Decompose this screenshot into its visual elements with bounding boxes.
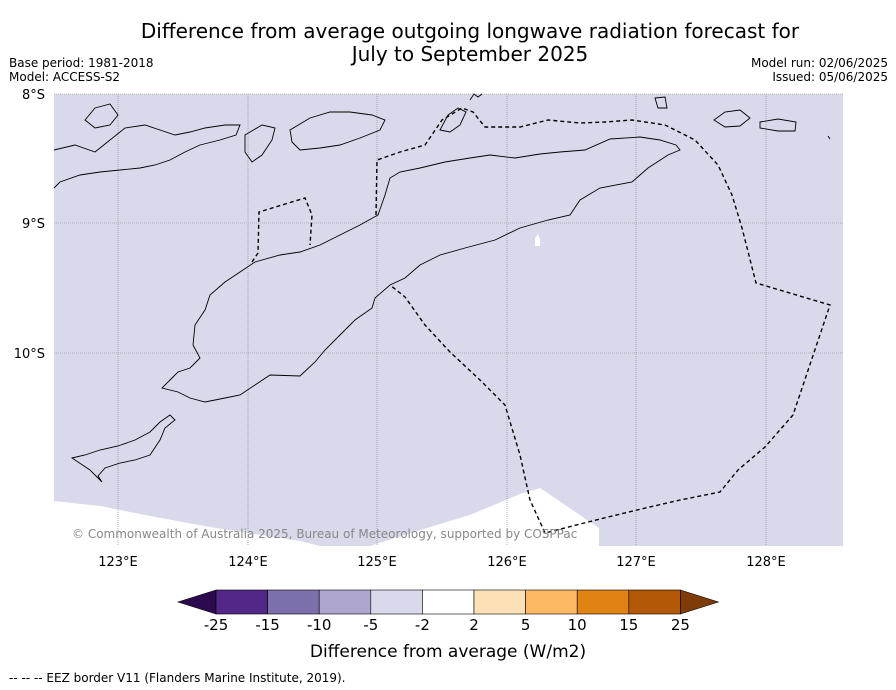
colorbar-segment <box>422 589 475 615</box>
colorbar-label: Difference from average (W/m2) <box>310 642 586 662</box>
coastlines <box>53 93 831 483</box>
white-blob <box>535 234 540 246</box>
colorbar-segment <box>473 589 526 615</box>
colorbar-tick-label: 10 <box>568 616 587 634</box>
footer-eez-note: -- -- -- EEZ border V11 (Flanders Marine… <box>9 671 346 685</box>
colorbar-tick-label: 15 <box>619 616 638 634</box>
colorbar-tick-label: -5 <box>363 616 378 634</box>
meta-left: Base period: 1981-2018 Model: ACCESS-S2 <box>9 56 154 84</box>
colorbar-tick-label: -15 <box>255 616 280 634</box>
colorbar-tick-label: -10 <box>307 616 332 634</box>
timor-coastline <box>161 136 681 403</box>
colorbar-tick-label: -2 <box>415 616 430 634</box>
meta-right: Model run: 02/06/2025 Issued: 05/06/2025 <box>751 56 888 84</box>
page-title: Difference from average outgoing longwav… <box>0 20 896 66</box>
lon-label-124e: 124°E <box>228 555 268 570</box>
colorbar-tick-label: -25 <box>204 616 229 634</box>
colorbar-segment <box>576 589 630 615</box>
colorbar-segment <box>215 589 268 615</box>
colorbar-tick-label: 25 <box>671 616 690 634</box>
title-line-1: Difference from average outgoing longwav… <box>140 19 800 43</box>
colorbar-tick-label: 2 <box>469 616 479 634</box>
anomaly-fill <box>54 94 843 546</box>
model-run-text: Model run: 02/06/2025 <box>750 56 888 70</box>
colorbar-extend-high <box>680 589 720 615</box>
base-period-text: Base period: 1981-2018 <box>9 56 154 70</box>
colorbar-segment <box>525 589 578 615</box>
colorbar-segment <box>370 589 423 615</box>
colorbar-segments <box>177 589 720 615</box>
lat-label-8s: 8°S <box>22 88 45 103</box>
model-text: Model: ACCESS-S2 <box>9 70 121 84</box>
island-north-3 <box>244 124 276 163</box>
island-southwest <box>70 414 176 483</box>
island-top-right-1 <box>713 109 751 128</box>
eez-borders <box>251 107 831 534</box>
lon-label-127e: 127°E <box>616 555 656 570</box>
lat-label-9s: 9°S <box>22 217 45 232</box>
lon-label-126e: 126°E <box>487 555 527 570</box>
lat-label-10s: 10°S <box>14 347 45 362</box>
island-top-right-3 <box>654 96 668 109</box>
eez-border-west <box>251 197 313 263</box>
colorbar-ticks: -25 -15 -10 -5 -2 2 5 10 15 25 <box>204 616 690 634</box>
island-north-2 <box>289 111 386 151</box>
gridlines <box>54 93 843 546</box>
lon-label-128e: 128°E <box>746 555 786 570</box>
island-top-right-2 <box>759 118 797 132</box>
colorbar-extend-low <box>177 589 217 615</box>
colorbar-segment <box>318 589 372 615</box>
island-top-center <box>439 107 467 133</box>
island-chain-north <box>53 124 241 189</box>
issued-text: Issued: 05/06/2025 <box>772 70 888 84</box>
island-north-4 <box>84 103 119 129</box>
colorbar-segment <box>267 589 320 615</box>
lon-label-125e: 125°E <box>357 555 397 570</box>
colorbar-tick-label: 5 <box>521 616 531 634</box>
lon-label-123e: 123°E <box>98 555 138 570</box>
colorbar-segment <box>628 589 681 615</box>
title-line-2: July to September 2025 <box>351 42 589 66</box>
eez-border-north <box>375 107 831 534</box>
island-tiny-1 <box>827 135 831 140</box>
copyright-text: © Commonwealth of Australia 2025, Bureau… <box>72 527 577 541</box>
island-top-tick <box>469 93 483 101</box>
